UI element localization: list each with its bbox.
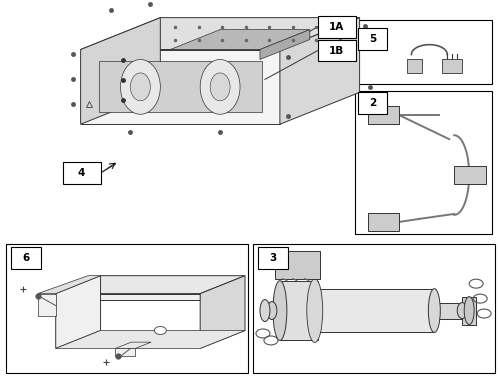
Ellipse shape — [428, 289, 440, 332]
Ellipse shape — [210, 73, 230, 101]
Bar — [434, 302, 462, 318]
Polygon shape — [80, 50, 280, 124]
Bar — [358, 92, 388, 114]
Ellipse shape — [154, 326, 166, 334]
Ellipse shape — [130, 73, 150, 101]
Polygon shape — [116, 342, 151, 348]
Polygon shape — [56, 294, 200, 299]
Bar — [408, 60, 422, 74]
Bar — [368, 106, 400, 124]
Polygon shape — [280, 18, 359, 124]
Bar — [354, 91, 492, 234]
Bar — [462, 297, 476, 324]
Ellipse shape — [307, 279, 322, 343]
Ellipse shape — [120, 60, 160, 114]
Bar — [280, 281, 318, 340]
Polygon shape — [170, 30, 310, 50]
Text: 2: 2 — [369, 98, 376, 108]
Polygon shape — [80, 18, 359, 50]
Text: 6: 6 — [22, 253, 30, 263]
Ellipse shape — [464, 297, 474, 324]
Bar — [318, 39, 356, 61]
Bar — [454, 166, 486, 184]
Polygon shape — [116, 348, 136, 356]
Polygon shape — [56, 330, 245, 348]
Polygon shape — [56, 276, 100, 348]
Bar — [6, 244, 248, 373]
Ellipse shape — [273, 281, 287, 340]
Bar — [318, 16, 356, 38]
Polygon shape — [200, 276, 245, 348]
Bar — [11, 247, 41, 269]
Bar — [358, 28, 388, 50]
Text: 1B: 1B — [329, 45, 344, 55]
Bar — [275, 251, 320, 279]
Text: 4: 4 — [78, 168, 86, 178]
Polygon shape — [80, 18, 160, 124]
Ellipse shape — [309, 289, 320, 332]
Polygon shape — [98, 61, 262, 112]
Bar — [354, 20, 492, 85]
Ellipse shape — [267, 302, 277, 319]
Bar — [315, 289, 434, 332]
Bar — [62, 162, 100, 184]
Text: 5: 5 — [369, 34, 376, 44]
Polygon shape — [260, 30, 310, 60]
Text: 3: 3 — [270, 253, 276, 263]
Bar — [258, 247, 288, 269]
Ellipse shape — [260, 299, 270, 321]
Polygon shape — [38, 276, 100, 294]
Ellipse shape — [200, 60, 240, 114]
Polygon shape — [56, 276, 245, 294]
Ellipse shape — [457, 302, 467, 318]
Bar — [253, 244, 495, 373]
Polygon shape — [38, 294, 56, 316]
Text: 1A: 1A — [329, 22, 344, 31]
Bar — [368, 213, 400, 231]
Bar — [442, 60, 462, 74]
